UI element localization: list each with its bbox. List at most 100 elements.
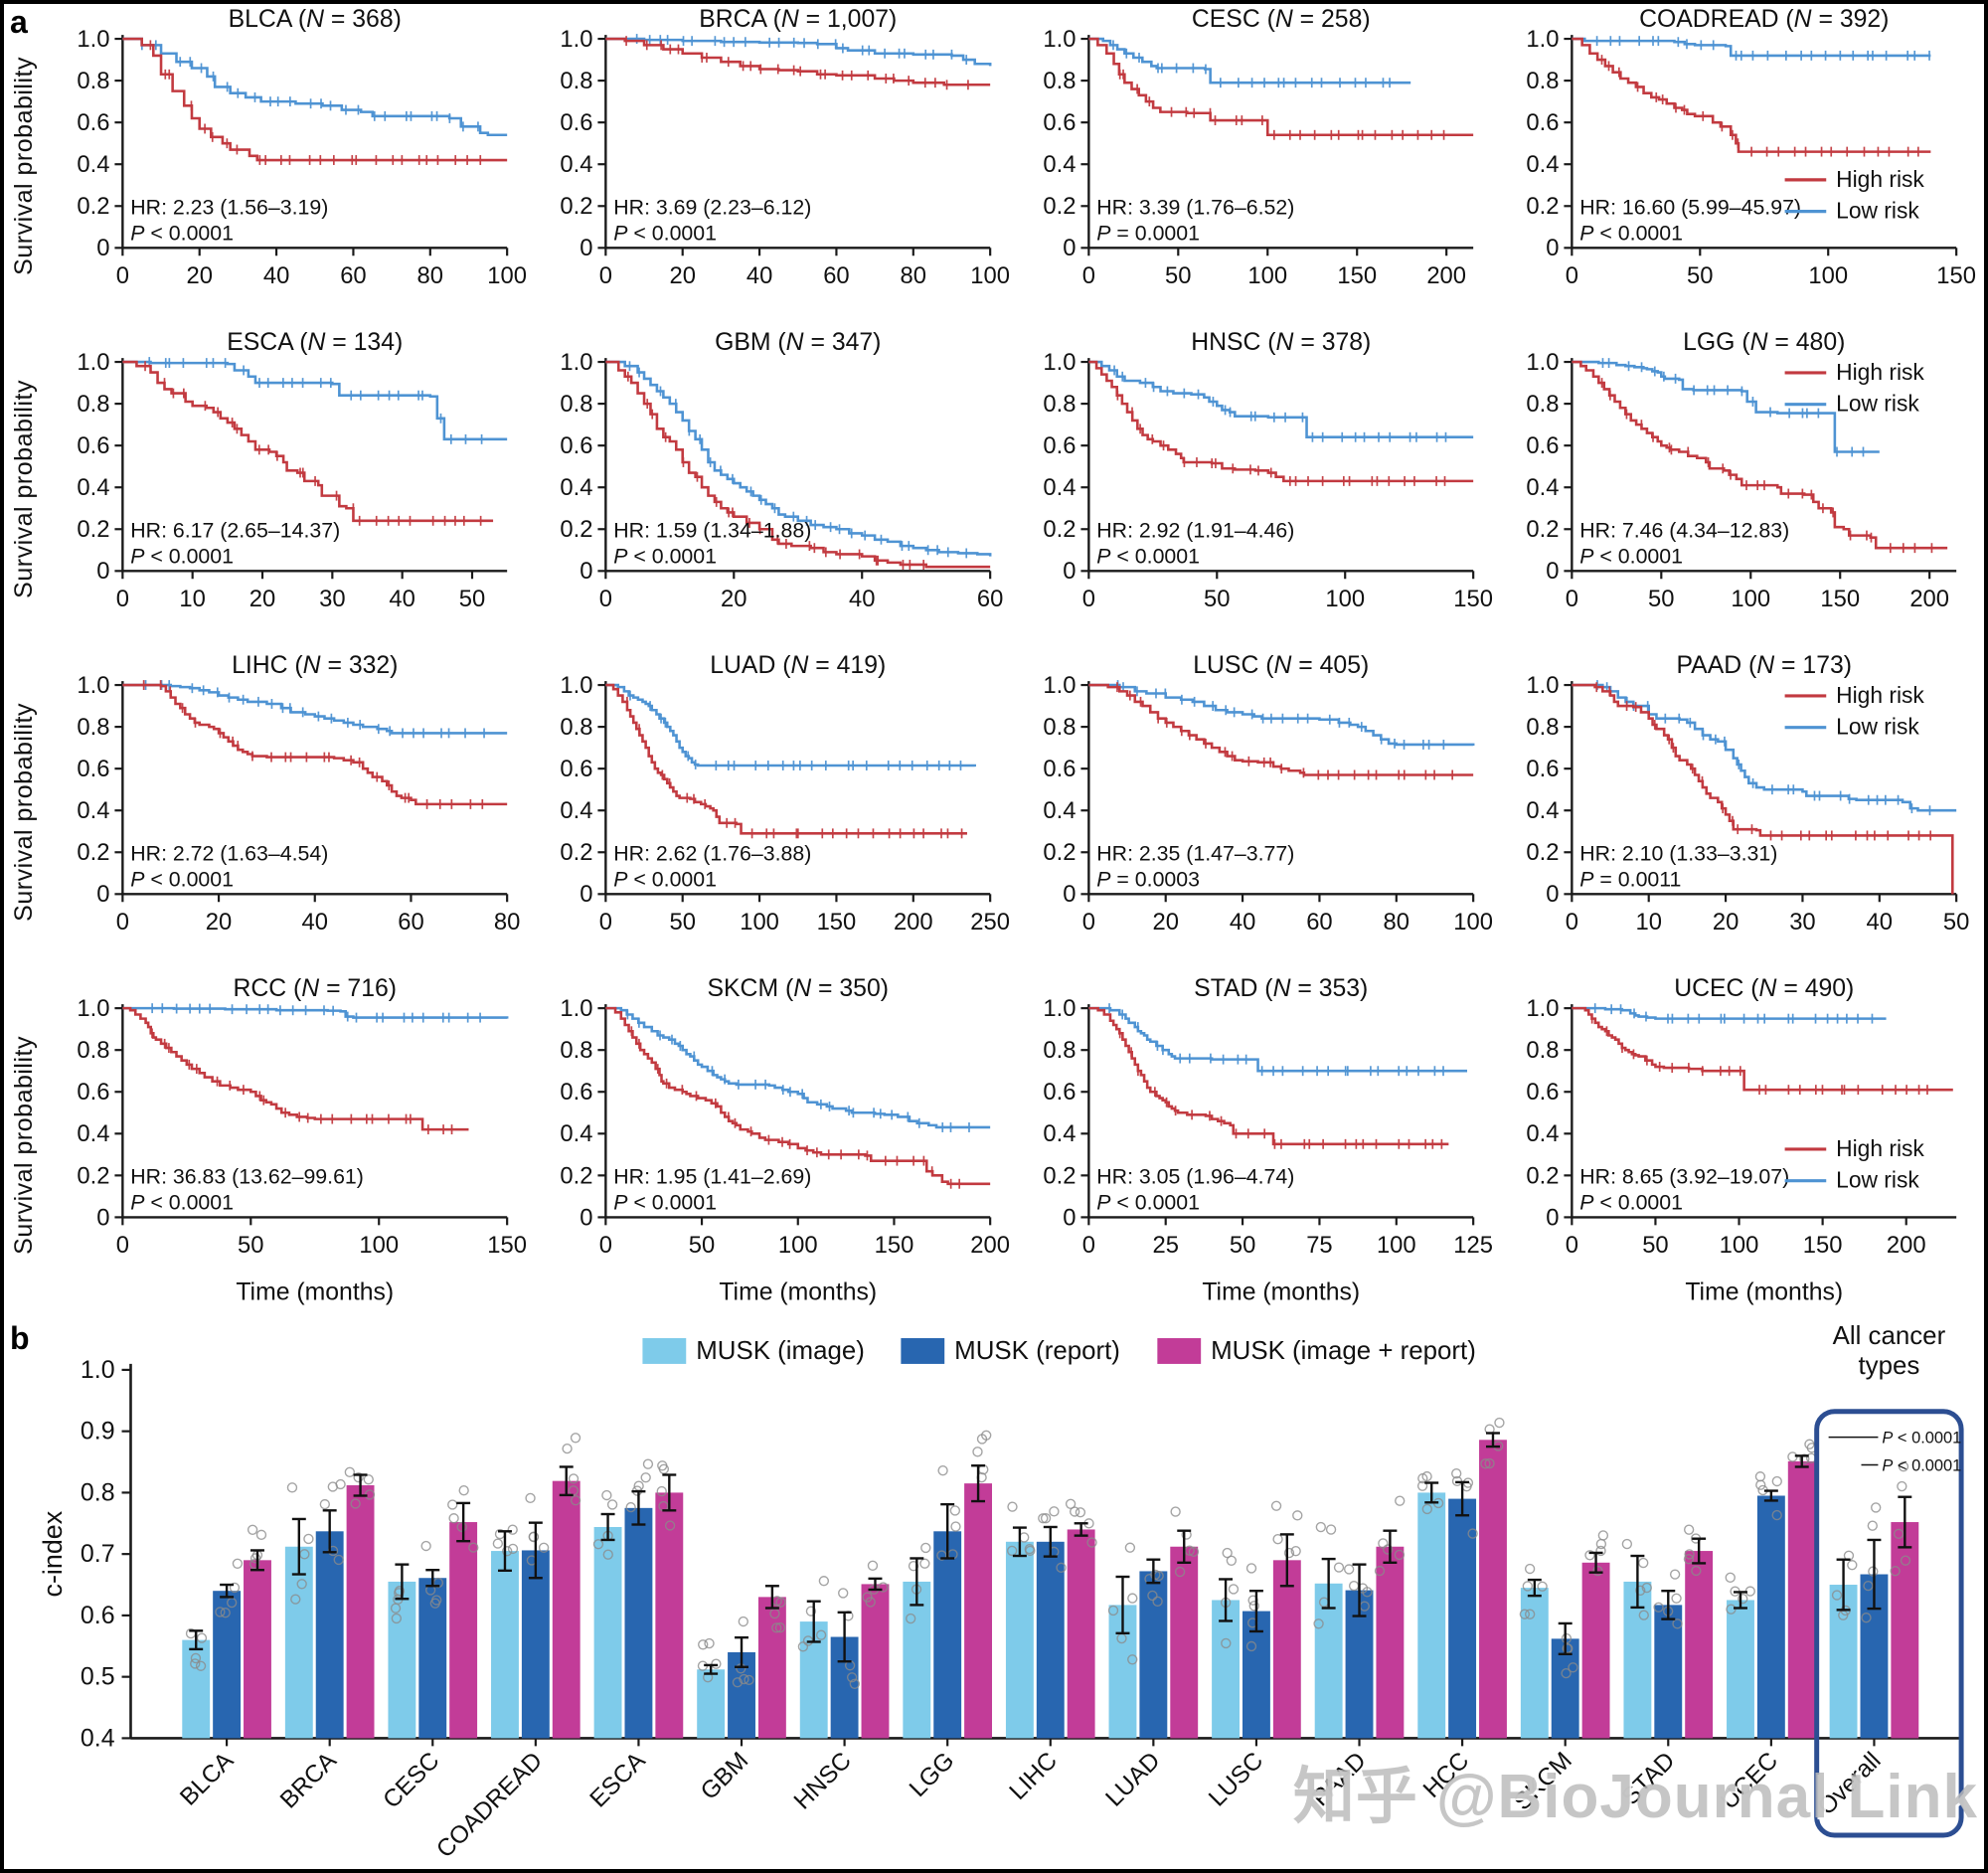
svg-text:0.8: 0.8 [77,1037,109,1064]
svg-text:200: 200 [1426,262,1466,289]
svg-text:0.4: 0.4 [77,797,109,824]
svg-text:100: 100 [1453,909,1493,936]
km-title-LUAD: LUAD (N = 419) [710,652,886,679]
category-label-BRCA: BRCA [275,1747,343,1814]
km-curve-low-risk [605,1006,991,1129]
km-curve-high-risk [1572,683,1954,895]
svg-text:1.0: 1.0 [1526,672,1559,699]
svg-text:1.0: 1.0 [1043,349,1076,376]
bar-LUAD-s2 [1170,1546,1199,1739]
svg-text:1.0: 1.0 [560,995,592,1022]
svg-text:0.4: 0.4 [1043,1120,1076,1147]
svg-text:0: 0 [116,586,129,612]
svg-text:200: 200 [970,1232,1010,1259]
p-value-text: P < 0.0001 [1096,544,1200,568]
bar-SKCM-s2 [1581,1562,1610,1739]
time-axis-label: Time (months) [719,1279,877,1306]
svg-text:100: 100 [1247,262,1287,289]
km-curve-high-risk [122,360,494,523]
km-curve-low-risk [1572,360,1880,453]
svg-text:80: 80 [901,262,926,289]
svg-text:150: 150 [875,1232,914,1259]
p-value-text: P < 0.0001 [130,867,234,891]
svg-text:0.6: 0.6 [77,756,109,782]
hr-text: HR: 3.05 (1.96–4.74) [1096,1165,1294,1189]
svg-text:0: 0 [96,558,109,585]
p-value-text: P = 0.0003 [1096,867,1200,891]
km-title-CESC: CESC (N = 258) [1192,6,1371,33]
category-label-ESCA: ESCA [585,1747,652,1813]
box-p-value-2: P < 0.0001 [1882,1456,1961,1474]
svg-text:0: 0 [1566,909,1578,936]
km-title-STAD: STAD (N = 353) [1194,975,1368,1002]
svg-text:0.2: 0.2 [560,193,592,220]
bar-BLCA-s2 [244,1560,271,1739]
svg-text:0.4: 0.4 [560,151,592,178]
all-cancer-types-box [1814,1409,1964,1838]
svg-text:25: 25 [1152,1232,1178,1259]
bar-HNSC-s2 [861,1584,890,1739]
bar-BLCA-s1 [213,1591,242,1739]
svg-text:50: 50 [669,909,695,936]
survival-probability-axis-label: Survival probability [9,702,38,922]
svg-text:1.0: 1.0 [1043,26,1076,53]
svg-text:0.9: 0.9 [81,1418,115,1446]
svg-text:0.2: 0.2 [560,516,592,543]
svg-text:0.4: 0.4 [1526,474,1559,501]
category-label-LUAD: LUAD [1100,1747,1165,1811]
svg-text:20: 20 [1713,909,1739,936]
svg-text:1.0: 1.0 [1526,995,1559,1022]
svg-text:150: 150 [1337,262,1377,289]
svg-text:0.6: 0.6 [77,1079,109,1106]
survival-probability-axis-label: Survival probability [9,379,38,598]
svg-text:200: 200 [1887,1232,1926,1259]
svg-text:100: 100 [1377,1232,1416,1259]
svg-text:0.6: 0.6 [77,109,109,136]
km-curve-high-risk [1088,1006,1449,1146]
svg-text:0: 0 [116,262,129,289]
svg-text:0.4: 0.4 [1526,1120,1559,1147]
all-cancer-title-1: All cancer [1833,1322,1946,1350]
box-p-value-1: P < 0.0001 [1882,1430,1961,1447]
svg-text:1.0: 1.0 [1526,26,1559,53]
svg-text:1.0: 1.0 [560,26,592,53]
hr-text: HR: 7.46 (4.34–12.83) [1579,519,1789,543]
hr-text: HR: 16.60 (5.99–45.97) [1579,196,1801,220]
svg-text:20: 20 [206,909,232,936]
svg-text:0: 0 [1082,586,1095,612]
svg-text:0.6: 0.6 [1526,756,1559,782]
svg-text:0: 0 [1063,1204,1076,1231]
legend-label-0: MUSK (image) [696,1337,865,1365]
bar-COADREAD-s1 [521,1550,550,1739]
bar-GBM-s2 [757,1597,786,1739]
hr-text: HR: 1.59 (1.34–1.88) [613,519,811,543]
svg-text:0.2: 0.2 [1526,516,1559,543]
km-plot-HNSC: 0 0.2 0.4 0.6 0.8 1.0 0 50 100 150 HNSC (N = 378) H… [1043,329,1493,612]
legend-label-low: Low risk [1836,1167,1919,1193]
category-label-HNSC: HNSC [789,1747,857,1814]
svg-text:0.8: 0.8 [1526,714,1559,741]
svg-text:30: 30 [1789,909,1815,936]
km-row-3: Survival probability 0 0.2 0.4 0.6 0.8 1.0 0 20 4… [4,650,1984,973]
bar-LIHC-s2 [1067,1529,1095,1739]
km-curve-low-risk [1572,1006,1887,1020]
svg-text:0: 0 [96,881,109,908]
km-title-BRCA: BRCA (N = 1,007) [699,6,897,33]
svg-text:0: 0 [116,1232,129,1259]
km-curve-high-risk [1088,683,1474,776]
time-axis-label: Time (months) [1685,1279,1843,1306]
category-label-CESC: CESC [378,1747,444,1813]
svg-text:0.8: 0.8 [1043,1037,1076,1064]
svg-text:0.4: 0.4 [560,474,592,501]
p-value-text: P < 0.0001 [1096,1190,1200,1214]
hr-text: HR: 6.17 (2.65–14.37) [130,519,340,543]
bar-LGG-s2 [964,1483,993,1739]
svg-text:0.8: 0.8 [560,68,592,94]
legend-label-high: High risk [1836,682,1924,708]
svg-text:100: 100 [1720,1232,1759,1259]
svg-text:50: 50 [689,1232,715,1259]
bar-SKCM-s1 [1551,1638,1579,1739]
km-title-PAAD: PAAD (N = 173) [1676,652,1852,679]
svg-text:100: 100 [1731,586,1770,612]
svg-text:0.6: 0.6 [560,1079,592,1106]
